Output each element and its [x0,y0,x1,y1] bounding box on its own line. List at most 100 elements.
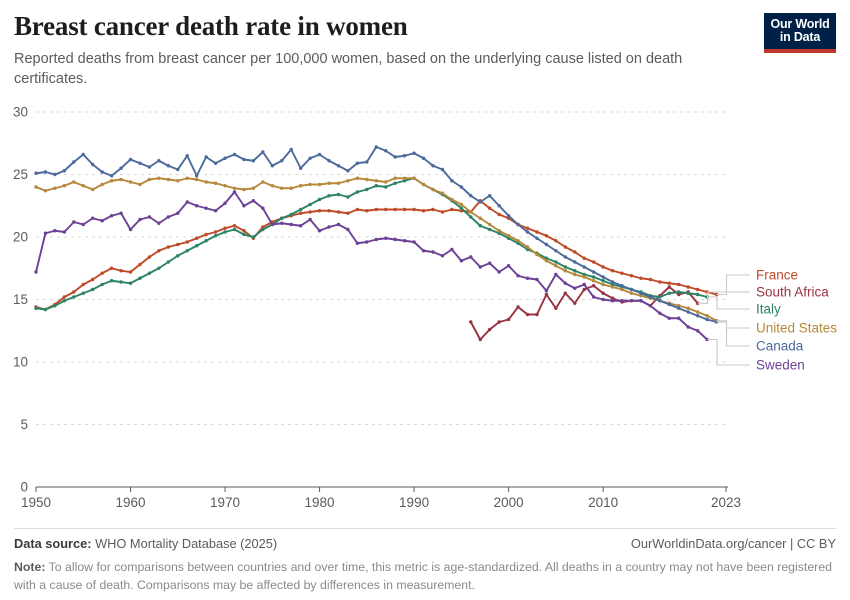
y-tick-label: 25 [13,167,28,182]
data-point [242,187,246,192]
data-point [705,314,709,318]
y-tick-label: 15 [13,292,28,307]
data-point [128,157,133,162]
data-point [525,226,530,230]
data-point [119,269,123,273]
series-line-sweden[interactable] [35,191,709,341]
data-point [346,179,350,183]
data-point [204,206,208,210]
x-tick-label: 2010 [588,495,618,510]
data-point [384,185,388,189]
legend-connector-france [716,274,750,296]
data-point [185,240,189,244]
data-point [280,186,284,190]
data-point [157,176,161,180]
data-point [667,281,671,285]
data-point [355,161,360,165]
data-point [506,236,511,240]
data-point [365,209,369,213]
data-point [72,295,76,299]
footer-note: Note: To allow for comparisons between c… [14,559,832,595]
series-line-france[interactable] [35,199,718,311]
data-point [544,289,549,293]
data-point [516,274,520,278]
data-point [232,224,237,228]
series-line-italy[interactable] [35,177,709,311]
data-point [100,219,104,223]
data-point [677,292,681,297]
legend-item-canada[interactable]: Canada [756,339,804,354]
data-point [658,311,662,315]
legend-item-south-africa[interactable]: South Africa [756,285,829,300]
data-point [488,327,492,332]
data-point [620,271,624,275]
x-tick-label: 1980 [305,495,335,510]
y-tick-label: 20 [13,230,28,245]
legend-item-france[interactable]: France [756,268,798,283]
x-tick-label: 2000 [494,495,524,510]
data-point [610,269,615,273]
data-point [223,230,227,234]
series-line-south-africa[interactable] [469,284,699,341]
plot-area: 0 5 10 15 20 25 30 1950 1960 1970 1980 1990 2000 2010… [0,100,850,520]
data-point [620,284,624,288]
data-point [525,245,530,249]
data-point [223,226,227,230]
data-point [355,241,360,245]
data-point [421,156,426,160]
data-point [677,316,681,320]
owid-link[interactable]: OurWorldinData.org/cancer | CC BY [630,536,836,551]
data-point [232,152,237,157]
data-point [478,337,482,342]
data-point [336,210,341,214]
data-point [109,174,114,178]
legend-item-italy[interactable]: Italy [756,302,781,317]
data-point [194,174,199,178]
data-point [100,282,104,287]
data-point [705,317,709,322]
data-point [261,206,265,210]
data-point [81,222,85,227]
data-point [176,167,180,172]
data-point [563,291,568,295]
data-point [204,232,208,237]
y-tick-label: 0 [20,480,28,495]
data-point [469,215,473,219]
data-point [242,232,246,237]
y-tick-label: 5 [20,417,28,432]
data-point [525,312,530,317]
data-point [317,182,322,187]
data-point [213,234,218,238]
legend-item-sweden[interactable]: Sweden [756,358,805,373]
y-tick-label: 30 [13,105,28,120]
data-point [109,214,114,218]
data-point [138,182,142,187]
data-point [100,170,104,174]
x-tick-label: 1950 [21,495,51,510]
data-point [421,249,426,253]
owid-logo[interactable]: Our World in Data [764,13,836,53]
data-point [308,217,312,222]
data-point [554,249,558,253]
data-point [138,161,142,165]
data-point [62,184,67,188]
data-point [639,294,643,298]
data-point [43,189,48,193]
data-point [91,187,95,192]
data-point [639,299,643,303]
data-point [686,325,690,329]
data-point [629,287,634,292]
data-point [573,269,577,273]
data-point [591,270,596,274]
data-point [573,301,577,305]
data-point [261,225,265,229]
data-point [43,307,48,312]
data-point [431,250,435,254]
data-point [582,256,586,260]
legend-item-united-states[interactable]: United States [756,321,837,336]
data-point [289,222,293,227]
legend-group[interactable]: France South Africa Italy United States Cana… [697,268,838,373]
series-line-canada[interactable] [35,146,718,323]
data-point [525,230,530,234]
line-chart-svg[interactable]: 0 5 10 15 20 25 30 1950 1960 1970 1980 1990 2000 2010… [0,100,850,520]
